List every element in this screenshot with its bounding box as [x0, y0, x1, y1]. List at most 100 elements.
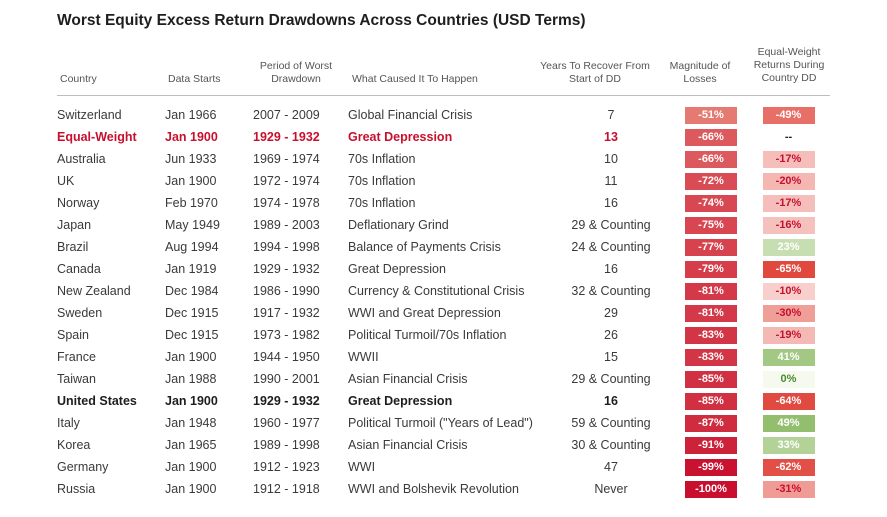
equal-weight-cell: --	[751, 126, 826, 148]
years-cell: 13	[604, 130, 618, 144]
cause-cell: Political Turmoil/70s Inflation	[348, 328, 507, 342]
magnitude-pill: -85%	[685, 370, 737, 388]
header-cause: What Caused It To Happen	[352, 73, 478, 85]
table-row: Japan May 1949 1989 - 2003 Deflationary Gri…	[57, 214, 826, 236]
data-starts-cell: Jan 1900	[165, 394, 218, 408]
country-cell: UK	[57, 174, 75, 188]
data-starts-cell: Feb 1970	[165, 196, 218, 210]
equal-weight-pill: -62%	[762, 458, 815, 476]
data-starts-cell: Jan 1900	[165, 130, 218, 144]
country-cell: Canada	[57, 262, 101, 276]
years-cell: 47	[604, 460, 618, 474]
magnitude-cell: -66%	[671, 126, 751, 148]
equal-weight-pill: --	[784, 130, 793, 143]
magnitude-pill: -81%	[685, 304, 737, 322]
table-row: Canada Jan 1919 1929 - 1932 Great Depressio…	[57, 258, 826, 280]
years-cell: 29 & Counting	[571, 372, 651, 386]
header-years: Years To Recover From Start of DD	[540, 60, 650, 85]
magnitude-cell: -74%	[671, 192, 751, 214]
period-cell: 1990 - 2001	[253, 372, 320, 386]
magnitude-cell: -87%	[671, 412, 751, 434]
data-starts-cell: Jan 1900	[165, 482, 217, 496]
table-row: Korea Jan 1965 1989 - 1998 Asian Financial …	[57, 434, 826, 456]
country-cell: Italy	[57, 416, 80, 430]
magnitude-pill: -85%	[685, 392, 737, 410]
table-row: Russia Jan 1900 1912 - 1918 WWI and Bolshev…	[57, 478, 826, 500]
equal-weight-cell: -30%	[751, 302, 826, 324]
table-row: United States Jan 1900 1929 - 1932 Great De…	[57, 390, 826, 412]
years-cell: 29	[604, 306, 618, 320]
magnitude-pill: -66%	[685, 150, 737, 168]
years-cell: 16	[604, 394, 618, 408]
equal-weight-cell: 0%	[751, 368, 826, 390]
magnitude-pill: -51%	[685, 106, 737, 124]
equal-weight-pill: -64%	[762, 392, 815, 410]
equal-weight-pill: 0%	[762, 370, 815, 388]
country-cell: Norway	[57, 196, 100, 210]
years-cell: 29 & Counting	[571, 218, 651, 232]
magnitude-cell: -66%	[671, 148, 751, 170]
cause-cell: Great Depression	[348, 130, 453, 144]
period-cell: 1989 - 1998	[253, 438, 320, 452]
equal-weight-cell: 33%	[751, 434, 826, 456]
period-cell: 1973 - 1982	[253, 328, 320, 342]
data-starts-cell: Jan 1966	[165, 108, 217, 122]
years-cell: 10	[604, 152, 618, 166]
country-cell: United States	[57, 394, 137, 408]
data-starts-cell: Jan 1965	[165, 438, 217, 452]
years-cell: 32 & Counting	[571, 284, 651, 298]
cause-cell: Balance of Payments Crisis	[348, 240, 501, 254]
data-starts-cell: Jan 1988	[165, 372, 217, 386]
data-starts-cell: Jan 1919	[165, 262, 217, 276]
magnitude-pill: -87%	[685, 414, 737, 432]
cause-cell: Deflationary Grind	[348, 218, 449, 232]
equal-weight-cell: -31%	[751, 478, 826, 500]
magnitude-pill: -83%	[685, 348, 737, 366]
magnitude-pill: -74%	[685, 194, 737, 212]
period-cell: 1986 - 1990	[253, 284, 320, 298]
cause-cell: WWII	[348, 350, 379, 364]
magnitude-pill: -75%	[685, 216, 737, 234]
cause-cell: 70s Inflation	[348, 196, 416, 210]
data-starts-cell: Jan 1900	[165, 460, 217, 474]
cause-cell: Global Financial Crisis	[348, 108, 473, 122]
country-cell: New Zealand	[57, 284, 131, 298]
magnitude-pill: -83%	[685, 326, 737, 344]
years-cell: 7	[607, 108, 615, 122]
period-cell: 1912 - 1918	[253, 482, 320, 496]
period-cell: 1972 - 1974	[253, 174, 320, 188]
table-row: Sweden Dec 1915 1917 - 1932 WWI and Great D…	[57, 302, 826, 324]
table-row: Spain Dec 1915 1973 - 1982 Political Turmoi…	[57, 324, 826, 346]
period-cell: 1944 - 1950	[253, 350, 320, 364]
years-cell: 24 & Counting	[571, 240, 651, 254]
equal-weight-pill: -31%	[762, 480, 815, 498]
years-cell: 15	[604, 350, 618, 364]
magnitude-pill: -79%	[685, 260, 737, 278]
data-starts-cell: Jan 1948	[165, 416, 217, 430]
equal-weight-pill: -20%	[762, 172, 815, 190]
equal-weight-pill: -19%	[762, 326, 815, 344]
cause-cell: Great Depression	[348, 262, 446, 276]
equal-weight-pill: 23%	[762, 238, 815, 256]
magnitude-cell: -83%	[671, 324, 751, 346]
magnitude-pill: -99%	[685, 458, 737, 476]
magnitude-cell: -79%	[671, 258, 751, 280]
magnitude-pill: -77%	[685, 238, 737, 256]
table-row: Germany Jan 1900 1912 - 1923 WWI 47 -99% -62%	[57, 456, 826, 478]
data-starts-cell: Dec 1915	[165, 306, 219, 320]
years-cell: Never	[594, 482, 628, 496]
equal-weight-pill: 41%	[762, 348, 815, 366]
table-row: Equal-Weight Jan 1900 1929 - 1932 Great Dep…	[57, 126, 826, 148]
magnitude-pill: -72%	[685, 172, 737, 190]
years-cell: 11	[604, 174, 618, 188]
country-cell: France	[57, 350, 96, 364]
country-cell: Japan	[57, 218, 92, 232]
cause-cell: 70s Inflation	[348, 152, 416, 166]
years-cell: 26	[604, 328, 618, 342]
period-cell: 1969 - 1974	[253, 152, 320, 166]
equal-weight-cell: -49%	[751, 104, 826, 126]
period-cell: 2007 - 2009	[253, 108, 320, 122]
country-cell: Germany	[57, 460, 109, 474]
table-row: Switzerland Jan 1966 2007 - 2009 Global Fin…	[57, 104, 826, 126]
data-starts-cell: Jan 1900	[165, 174, 217, 188]
